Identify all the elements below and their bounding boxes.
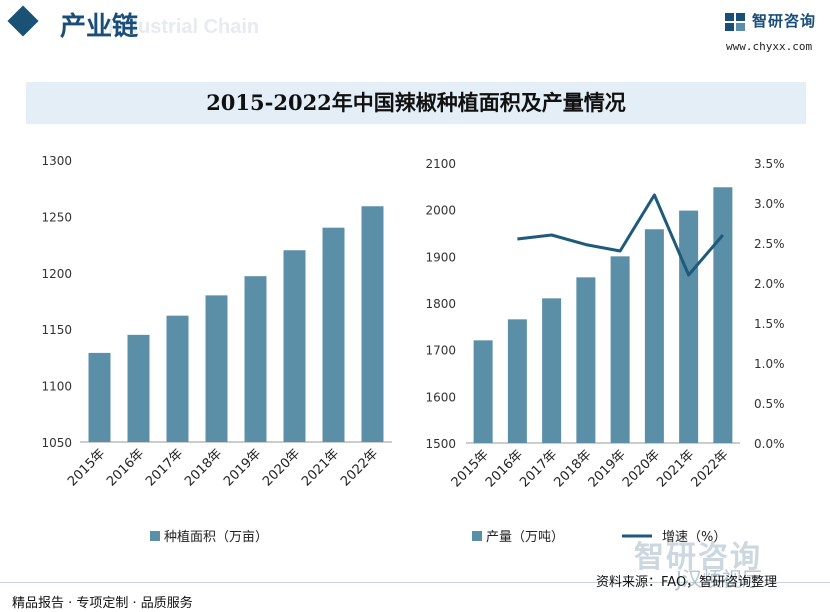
right-y2-tick-label: 2.5% — [754, 237, 785, 251]
left-x-tick-label: 2015年 — [65, 446, 108, 489]
left-bar — [361, 206, 384, 442]
right-y2-tick-label: 1.0% — [754, 357, 785, 371]
right-y-tick-label: 1500 — [425, 437, 456, 451]
right-x-tick-label: 2020年 — [620, 447, 663, 490]
right-bar — [644, 229, 664, 443]
left-y-tick-label: 1250 — [41, 210, 72, 224]
footer-source: 资料来源：FAO，智研咨询整理 — [596, 575, 778, 590]
left-x-tick-label: 2021年 — [299, 446, 342, 489]
brand-logo-icon — [725, 13, 745, 31]
left-legend-label: 种植面积（万亩） — [164, 529, 268, 545]
watermark-brand: 智研咨询 — [634, 540, 762, 575]
right-y-tick-label: 1600 — [425, 390, 456, 404]
right-y-tick-label: 1800 — [425, 297, 456, 311]
left-y-tick-label: 1150 — [41, 323, 72, 337]
left-bar — [205, 295, 228, 442]
footer-slogan: 精品报告 · 专项定制 · 品质服务 — [12, 596, 193, 611]
left-y-tick-label: 1050 — [41, 436, 72, 450]
right-bar — [542, 298, 562, 443]
left-x-tick-label: 2017年 — [143, 446, 186, 489]
brand-url: www.chyxx.com — [726, 40, 813, 53]
right-y-tick-label: 1900 — [425, 250, 456, 264]
right-y2-tick-label: 1.5% — [754, 317, 785, 331]
left-bar — [127, 334, 150, 442]
right-x-tick-label: 2019年 — [586, 447, 629, 490]
right-bar — [473, 340, 493, 443]
header-ghost-text: Industrial Chain — [108, 16, 260, 38]
right-x-tick-label: 2018年 — [552, 447, 595, 490]
right-y2-tick-label: 0.0% — [754, 437, 785, 451]
right-bar — [576, 277, 596, 443]
right-y-tick-label: 2000 — [425, 204, 456, 218]
chart-title: 2015-2022年中国辣椒种植面积及产量情况 — [206, 90, 626, 115]
right-x-tick-label: 2015年 — [449, 447, 492, 490]
right-bar — [679, 210, 699, 443]
left-x-tick-label: 2016年 — [104, 446, 147, 489]
right-x-tick-label: 2021年 — [654, 447, 697, 490]
left-bar — [166, 315, 189, 442]
right-y-tick-label: 1700 — [425, 344, 456, 358]
right-y2-tick-label: 3.0% — [754, 197, 785, 211]
left-bar — [244, 276, 267, 442]
left-bar — [322, 227, 345, 442]
growth-rate-line — [517, 193, 725, 277]
left-y-tick-label: 1300 — [41, 154, 72, 168]
right-bar — [713, 187, 733, 443]
right-x-tick-label: 2017年 — [517, 447, 560, 490]
left-x-tick-label: 2022年 — [338, 446, 381, 489]
left-x-tick-label: 2020年 — [260, 446, 303, 489]
left-bar — [88, 352, 111, 442]
left-x-tick-label: 2018年 — [182, 446, 225, 489]
right-y-tick-label: 2100 — [425, 157, 456, 171]
right-y2-tick-label: 0.5% — [754, 397, 785, 411]
watermark-overlay-text: J汉烦视厅 — [676, 567, 762, 591]
section-title: 产业链 — [60, 12, 139, 42]
left-legend-swatch — [150, 531, 160, 541]
right-bar — [610, 256, 630, 443]
right-legend-line-label: 增速（%） — [662, 530, 726, 545]
right-bar — [507, 319, 527, 443]
right-y2-tick-label: 3.5% — [754, 157, 785, 171]
right-legend-bar-label: 产量（万吨） — [486, 530, 564, 545]
brand-name: 智研咨询 — [752, 12, 817, 30]
left-y-tick-label: 1100 — [41, 380, 72, 394]
header: Industrial Chain 产业链 智研咨询 www.chyxx.com — [0, 0, 830, 62]
left-x-tick-label: 2019年 — [221, 446, 264, 489]
left-bar — [283, 250, 306, 442]
right-x-tick-label: 2016年 — [483, 447, 526, 490]
right-x-tick-label: 2022年 — [689, 447, 732, 490]
chart-title-bar: 2015-2022年中国辣椒种植面积及产量情况 — [26, 82, 806, 124]
footer-divider — [0, 582, 830, 583]
left-y-tick-label: 1200 — [41, 267, 72, 281]
right-legend-bar-swatch — [472, 531, 482, 541]
right-y2-tick-label: 2.0% — [754, 277, 785, 291]
